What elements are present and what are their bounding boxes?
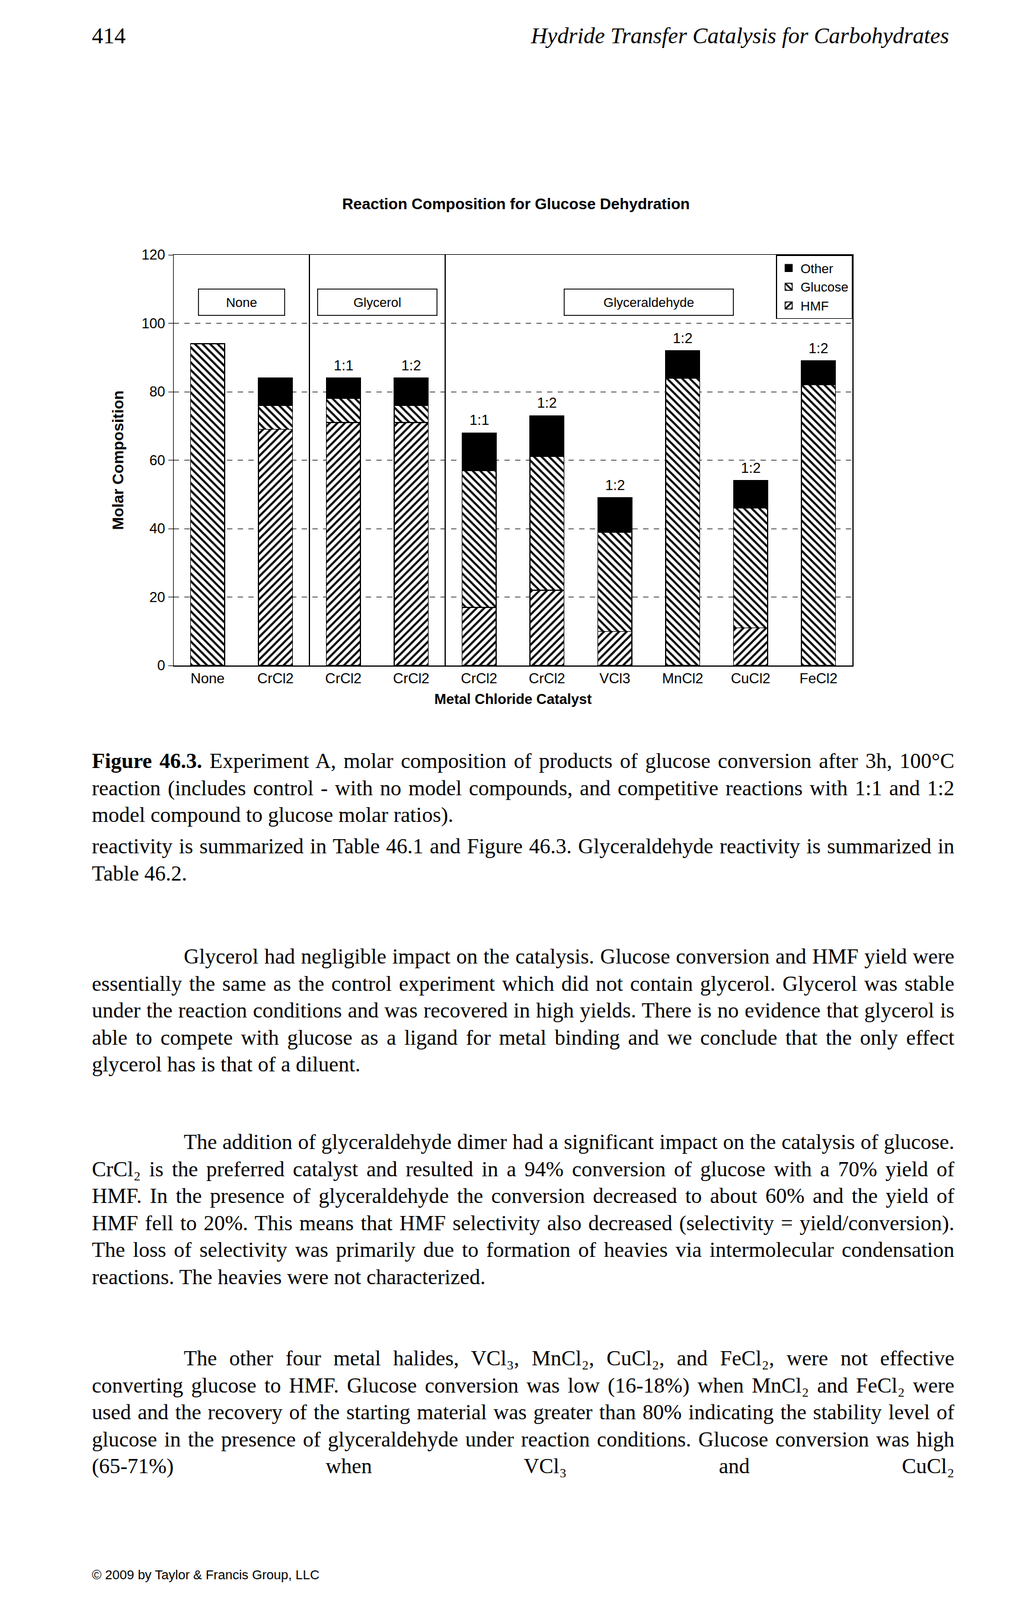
svg-text:Other: Other [800,261,834,277]
html-text:Hydride Transfer Catalysis for: Hydride Transfer Catalysis for Carbohydr… [530,23,950,49]
svg-text:VCl3: VCl3 [599,670,631,687]
svg-text:Reaction Composition for Gluco: Reaction Composition for Glucose Dehydra… [342,195,690,213]
svg-text:1:2: 1:2 [672,330,693,347]
html-text:414: 414 [91,23,126,49]
svg-text:Glycerol: Glycerol [353,295,402,311]
svg-text:MnCl2: MnCl2 [662,670,704,687]
svg-text:0: 0 [157,657,165,674]
svg-text:1:2: 1:2 [808,340,829,357]
html-text:reactivity is summarized in Ta: reactivity is summarized in Table 46.1 a… [91,834,955,886]
svg-text:CrCl2: CrCl2 [393,670,430,687]
svg-text:None: None [190,670,225,687]
svg-text:1:2: 1:2 [401,357,421,374]
svg-text:FeCl2: FeCl2 [799,670,838,687]
svg-text:CrCl2: CrCl2 [325,670,362,687]
svg-text:HMF: HMF [800,298,830,314]
svg-text:1:1: 1:1 [469,411,490,428]
svg-text:80: 80 [149,383,166,400]
html-text:Glycerol had negligible impact: Glycerol had negligible impact on the ca… [91,944,955,1077]
svg-text:100: 100 [141,315,166,332]
svg-text:120: 120 [141,246,166,263]
html-text:The addition of glyceraldehyde: The addition of glyceraldehyde dimer had… [91,1130,955,1289]
html-text:The other four metal halides,: The other four metal halides, VCl₃, MnCl… [91,1346,955,1479]
svg-text:1:2: 1:2 [537,394,557,411]
svg-text:CrCl2: CrCl2 [257,670,294,687]
svg-text:Glucose: Glucose [800,279,849,295]
svg-text:1:1: 1:1 [333,357,354,374]
svg-text:Glyceraldehyde: Glyceraldehyde [603,295,695,311]
svg-text:Metal Chloride Catalyst: Metal Chloride Catalyst [434,691,592,708]
svg-text:CrCl2: CrCl2 [461,670,498,687]
svg-text:1:2: 1:2 [605,477,625,494]
svg-text:CrCl2: CrCl2 [528,670,565,687]
svg-text:1:2: 1:2 [740,459,761,476]
svg-text:40: 40 [149,520,166,537]
svg-text:60: 60 [149,452,166,469]
svg-text:20: 20 [149,589,166,606]
svg-text:None: None [225,295,258,311]
html-text:© 2009 by Taylor & Francis Gro: © 2009 by Taylor & Francis Group, LLC [91,1567,320,1583]
svg-text:Molar Composition: Molar Composition [109,390,127,530]
html-text:Figure 46.3. Experiment A, mol: Figure 46.3. Experiment A, molar composi… [91,749,955,827]
svg-text:CuCl2: CuCl2 [730,670,771,687]
